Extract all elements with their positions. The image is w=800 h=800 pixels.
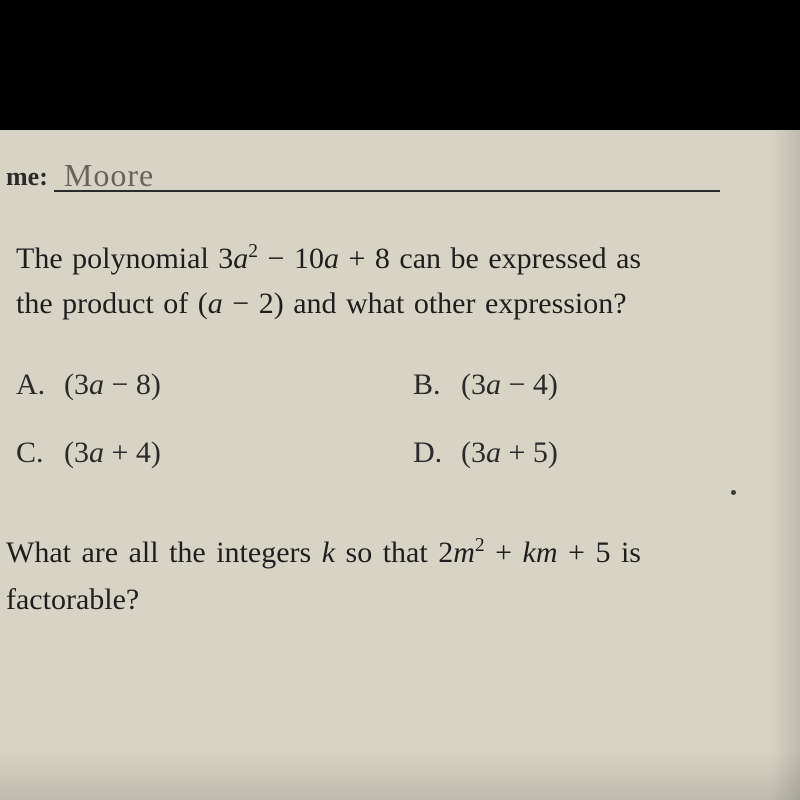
- question-1-text: The polynomial 3a2 − 10a + 8 can be expr…: [6, 236, 780, 326]
- option-a-expr: (3a − 8): [64, 368, 161, 402]
- name-underline: Moore: [54, 158, 720, 192]
- option-c-letter: C.: [16, 436, 64, 470]
- option-c-expr: (3a + 4): [64, 436, 161, 470]
- answer-options: A. (3a − 8) B. (3a − 4) C. (3a + 4) D. (…: [6, 368, 780, 470]
- question-2-text: What are all the integers k so that 2m2 …: [6, 530, 780, 623]
- option-a[interactable]: A. (3a − 8): [16, 368, 383, 402]
- question-1-line-2: the product of (a − 2) and what other ex…: [16, 287, 627, 320]
- worksheet-page: me: Moore The polynomial 3a2 − 10a + 8 c…: [0, 130, 800, 800]
- option-c[interactable]: C. (3a + 4): [16, 436, 383, 470]
- option-d[interactable]: D. (3a + 5): [413, 436, 780, 470]
- option-a-letter: A.: [16, 368, 64, 402]
- option-d-letter: D.: [413, 436, 461, 470]
- name-label-fragment: me:: [6, 162, 48, 192]
- paper-speck: [731, 490, 736, 495]
- option-b-expr: (3a − 4): [461, 368, 558, 402]
- question-2-line-2: factorable?: [6, 583, 139, 616]
- option-d-expr: (3a + 5): [461, 436, 558, 470]
- question-1-line-1: The polynomial 3a2 − 10a + 8 can be expr…: [16, 242, 641, 275]
- handwritten-name: Moore: [64, 157, 154, 194]
- option-b[interactable]: B. (3a − 4): [413, 368, 780, 402]
- question-2-line-1: What are all the integers k so that 2m2 …: [6, 536, 641, 569]
- shadow-bottom: [0, 750, 800, 800]
- option-b-letter: B.: [413, 368, 461, 402]
- name-field-row: me: Moore: [6, 158, 780, 192]
